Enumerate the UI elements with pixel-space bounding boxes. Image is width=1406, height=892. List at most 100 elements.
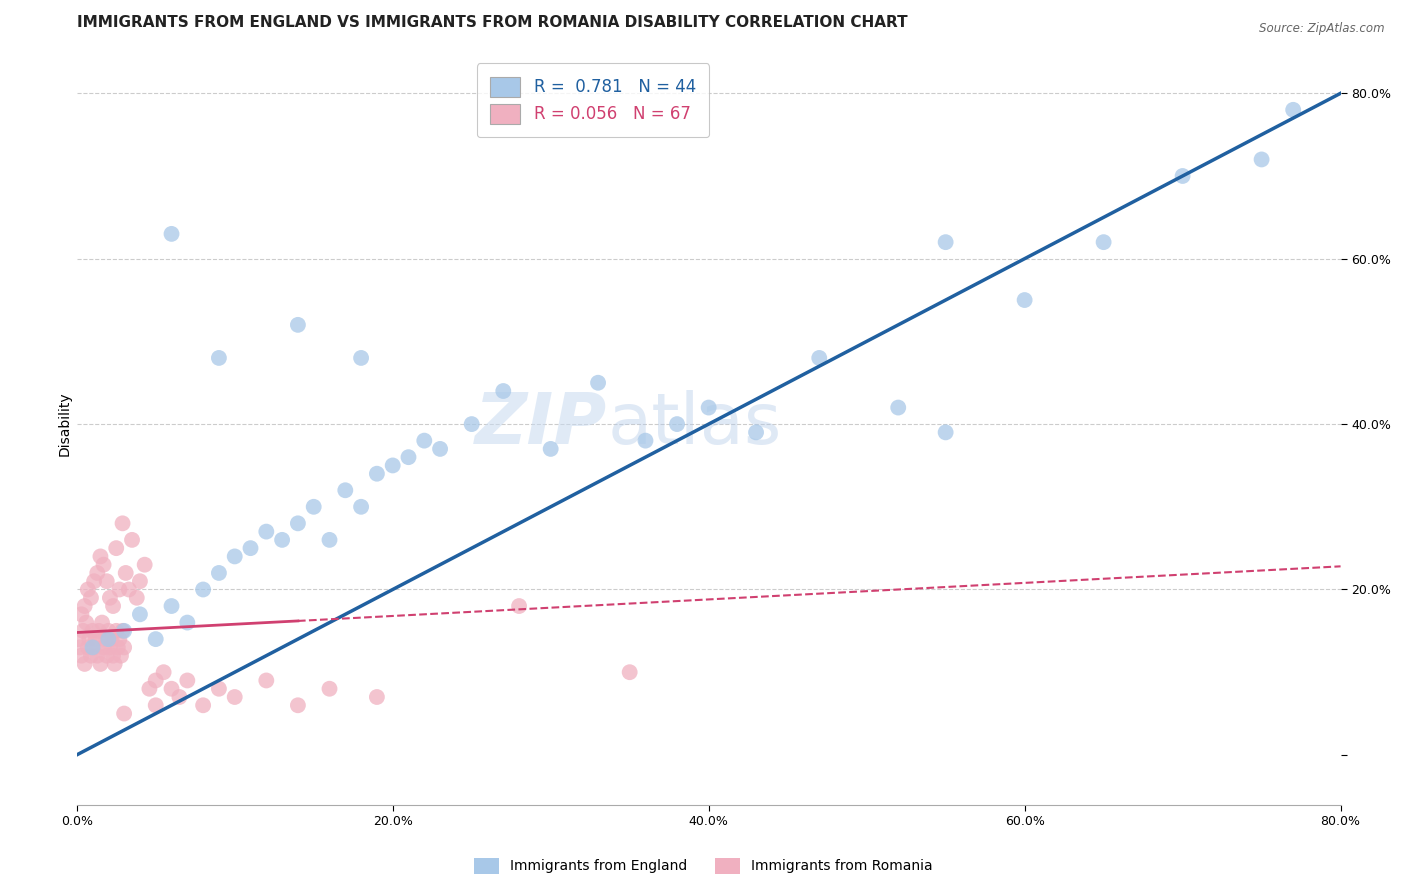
Point xyxy=(76,640,98,655)
Point xyxy=(93,640,115,655)
Text: atlas: atlas xyxy=(607,390,782,458)
Point xyxy=(89,657,111,671)
Point xyxy=(79,632,101,647)
Point xyxy=(398,450,420,465)
Point xyxy=(104,657,127,671)
Point xyxy=(112,640,135,655)
Point xyxy=(224,549,246,564)
Point xyxy=(129,607,152,622)
Point xyxy=(91,615,114,630)
Point xyxy=(72,624,94,638)
Point xyxy=(86,566,108,580)
Point xyxy=(160,227,183,241)
Point xyxy=(224,690,246,704)
Point xyxy=(152,665,174,680)
Point xyxy=(160,599,183,613)
Point xyxy=(666,417,689,431)
Point xyxy=(100,632,122,647)
Point xyxy=(97,632,120,647)
Point xyxy=(83,640,105,655)
Point xyxy=(492,384,515,398)
Point xyxy=(634,434,657,448)
Point xyxy=(586,376,609,390)
Point xyxy=(129,574,152,589)
Point xyxy=(381,458,404,473)
Point xyxy=(887,401,910,415)
Y-axis label: Disability: Disability xyxy=(58,392,72,457)
Point xyxy=(83,574,105,589)
Point xyxy=(169,690,191,704)
Point xyxy=(87,624,110,638)
Point xyxy=(70,607,93,622)
Point xyxy=(89,549,111,564)
Point xyxy=(134,558,156,572)
Point xyxy=(1092,235,1115,249)
Point xyxy=(114,566,136,580)
Point xyxy=(97,624,120,638)
Point xyxy=(82,624,104,638)
Point xyxy=(118,582,141,597)
Point xyxy=(86,648,108,663)
Point xyxy=(80,648,103,663)
Point xyxy=(191,698,214,713)
Point xyxy=(239,541,262,556)
Point xyxy=(76,582,98,597)
Point xyxy=(107,640,129,655)
Point xyxy=(366,467,388,481)
Point xyxy=(82,640,104,655)
Point xyxy=(335,483,357,498)
Point xyxy=(112,706,135,721)
Text: Source: ZipAtlas.com: Source: ZipAtlas.com xyxy=(1260,22,1385,36)
Point xyxy=(208,681,231,696)
Point xyxy=(1250,153,1272,167)
Point xyxy=(101,648,124,663)
Point xyxy=(1282,103,1305,117)
Point xyxy=(73,657,96,671)
Point xyxy=(808,351,831,365)
Point xyxy=(80,591,103,605)
Point xyxy=(121,533,143,547)
Point xyxy=(540,442,562,456)
Point xyxy=(350,500,373,514)
Point xyxy=(108,632,131,647)
Point xyxy=(619,665,641,680)
Point xyxy=(145,698,167,713)
Text: ZIP: ZIP xyxy=(475,390,607,458)
Point xyxy=(935,425,957,440)
Point xyxy=(413,434,436,448)
Point xyxy=(73,599,96,613)
Point xyxy=(96,574,118,589)
Point xyxy=(697,401,720,415)
Point xyxy=(105,624,128,638)
Point xyxy=(176,615,198,630)
Point xyxy=(67,632,90,647)
Point xyxy=(145,632,167,647)
Point xyxy=(111,624,134,638)
Point xyxy=(70,648,93,663)
Point xyxy=(254,673,277,688)
Point xyxy=(366,690,388,704)
Point xyxy=(745,425,768,440)
Legend: R =  0.781   N = 44, R = 0.056   N = 67: R = 0.781 N = 44, R = 0.056 N = 67 xyxy=(477,63,709,137)
Point xyxy=(254,524,277,539)
Point xyxy=(112,624,135,638)
Point xyxy=(508,599,530,613)
Point xyxy=(160,681,183,696)
Point xyxy=(101,599,124,613)
Point xyxy=(318,533,340,547)
Point xyxy=(75,615,97,630)
Point xyxy=(350,351,373,365)
Point xyxy=(208,566,231,580)
Point xyxy=(208,351,231,365)
Point xyxy=(94,632,117,647)
Point xyxy=(108,582,131,597)
Point xyxy=(98,640,121,655)
Point xyxy=(271,533,294,547)
Point xyxy=(98,591,121,605)
Point xyxy=(105,541,128,556)
Point xyxy=(69,640,91,655)
Point xyxy=(93,558,115,572)
Text: IMMIGRANTS FROM ENGLAND VS IMMIGRANTS FROM ROMANIA DISABILITY CORRELATION CHART: IMMIGRANTS FROM ENGLAND VS IMMIGRANTS FR… xyxy=(77,15,907,30)
Legend: Immigrants from England, Immigrants from Romania: Immigrants from England, Immigrants from… xyxy=(467,851,939,880)
Point xyxy=(460,417,482,431)
